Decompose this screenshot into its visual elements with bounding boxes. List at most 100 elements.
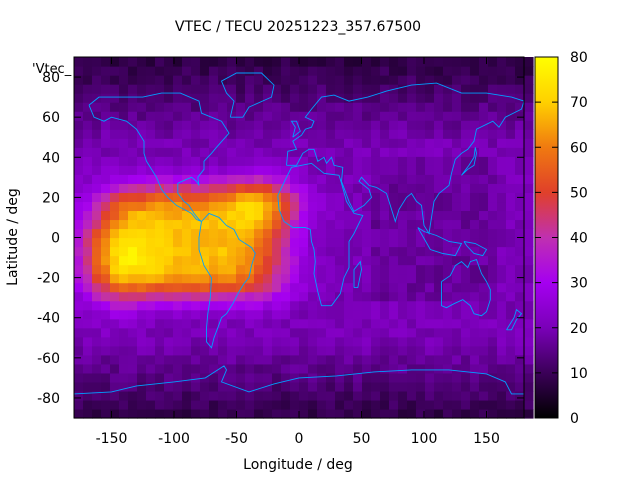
- heatmap-cell: [146, 57, 156, 67]
- heatmap-cell: [326, 219, 336, 230]
- heatmap-cell: [488, 84, 498, 94]
- heatmap-cell: [83, 381, 93, 392]
- heatmap-cell: [416, 309, 426, 320]
- heatmap-cell: [236, 66, 246, 76]
- heatmap-cell: [380, 93, 390, 103]
- heatmap-cell: [182, 318, 192, 329]
- heatmap-cell: [452, 219, 462, 230]
- heatmap-cell: [524, 255, 534, 266]
- heatmap-cell: [236, 129, 246, 139]
- heatmap-cell: [515, 84, 525, 94]
- heatmap-cell: [263, 327, 273, 338]
- heatmap-cell: [254, 75, 264, 85]
- heatmap-cell: [182, 183, 192, 193]
- heatmap-cell: [389, 201, 399, 212]
- heatmap-cell: [209, 282, 219, 293]
- heatmap-cell: [191, 408, 201, 419]
- heatmap-cell: [227, 57, 237, 67]
- heatmap-cell: [173, 57, 183, 67]
- heatmap-cell: [506, 354, 516, 365]
- heatmap-cell: [209, 165, 219, 175]
- heatmap-cell: [389, 309, 399, 320]
- heatmap-cell: [416, 237, 426, 248]
- heatmap-cell: [506, 192, 516, 203]
- heatmap-cell: [191, 129, 201, 139]
- heatmap-cell: [416, 75, 426, 85]
- heatmap-cell: [308, 390, 318, 401]
- heatmap-cell: [236, 300, 246, 311]
- heatmap-cell: [155, 309, 165, 320]
- heatmap-cell: [515, 327, 525, 338]
- heatmap-cell: [209, 291, 219, 302]
- heatmap-cell: [416, 138, 426, 148]
- heatmap-cell: [317, 264, 327, 275]
- heatmap-cell: [209, 102, 219, 112]
- heatmap-cell: [299, 336, 309, 347]
- heatmap-cell: [488, 102, 498, 112]
- heatmap-cell: [389, 66, 399, 76]
- heatmap-cell: [101, 192, 111, 203]
- heatmap-cell: [209, 219, 219, 230]
- heatmap-cell: [353, 219, 363, 230]
- heatmap-cell: [416, 219, 426, 230]
- heatmap-cell: [209, 66, 219, 76]
- heatmap-cell: [362, 246, 372, 257]
- heatmap-cell: [425, 372, 435, 383]
- heatmap-cell: [254, 183, 264, 193]
- heatmap-cell: [209, 174, 219, 184]
- heatmap-cell: [506, 255, 516, 266]
- heatmap-cell: [371, 102, 381, 112]
- heatmap-cell: [389, 327, 399, 338]
- heatmap-cell: [407, 408, 417, 419]
- heatmap-cell: [452, 291, 462, 302]
- heatmap-cell: [245, 309, 255, 320]
- heatmap-cell: [263, 174, 273, 184]
- heatmap-cell: [182, 246, 192, 257]
- heatmap-cell: [389, 111, 399, 121]
- heatmap-cell: [398, 336, 408, 347]
- heatmap-cell: [470, 174, 480, 184]
- heatmap-cell: [137, 264, 147, 275]
- heatmap-cell: [119, 282, 129, 293]
- legend-label: 'Vtec_: [32, 62, 72, 77]
- heatmap-cell: [254, 156, 264, 166]
- heatmap-cell: [209, 129, 219, 139]
- heatmap-cell: [425, 300, 435, 311]
- heatmap-cell: [290, 147, 300, 157]
- heatmap-cell: [173, 102, 183, 112]
- heatmap-cell: [497, 147, 507, 157]
- heatmap-cell: [497, 192, 507, 203]
- heatmap-cell: [407, 120, 417, 130]
- heatmap-cell: [290, 237, 300, 248]
- colorbar-tick-label: 60: [570, 140, 588, 156]
- heatmap-cell: [290, 201, 300, 212]
- heatmap-cell: [326, 273, 336, 284]
- heatmap-cell: [254, 228, 264, 239]
- heatmap-cell: [416, 291, 426, 302]
- heatmap-cell: [326, 174, 336, 184]
- heatmap-cell: [164, 282, 174, 293]
- heatmap-cell: [389, 363, 399, 374]
- heatmap-cell: [353, 102, 363, 112]
- heatmap-cell: [443, 66, 453, 76]
- heatmap-cell: [317, 138, 327, 148]
- heatmap-cell: [101, 183, 111, 193]
- heatmap-cell: [416, 327, 426, 338]
- heatmap-cell: [92, 381, 102, 392]
- heatmap-cell: [110, 129, 120, 139]
- colorbar-tick-label: 0: [570, 411, 579, 427]
- x-tick-label: -100: [158, 431, 190, 447]
- heatmap-cell: [443, 75, 453, 85]
- heatmap-cell: [479, 381, 489, 392]
- heatmap-cell: [110, 102, 120, 112]
- heatmap-cell: [281, 93, 291, 103]
- heatmap-cell: [344, 138, 354, 148]
- heatmap-cell: [398, 201, 408, 212]
- heatmap-cell: [74, 354, 84, 365]
- heatmap-cell: [290, 66, 300, 76]
- heatmap-cell: [317, 111, 327, 121]
- heatmap-cell: [164, 66, 174, 76]
- heatmap-cell: [353, 372, 363, 383]
- heatmap-cell: [137, 138, 147, 148]
- heatmap-cell: [281, 291, 291, 302]
